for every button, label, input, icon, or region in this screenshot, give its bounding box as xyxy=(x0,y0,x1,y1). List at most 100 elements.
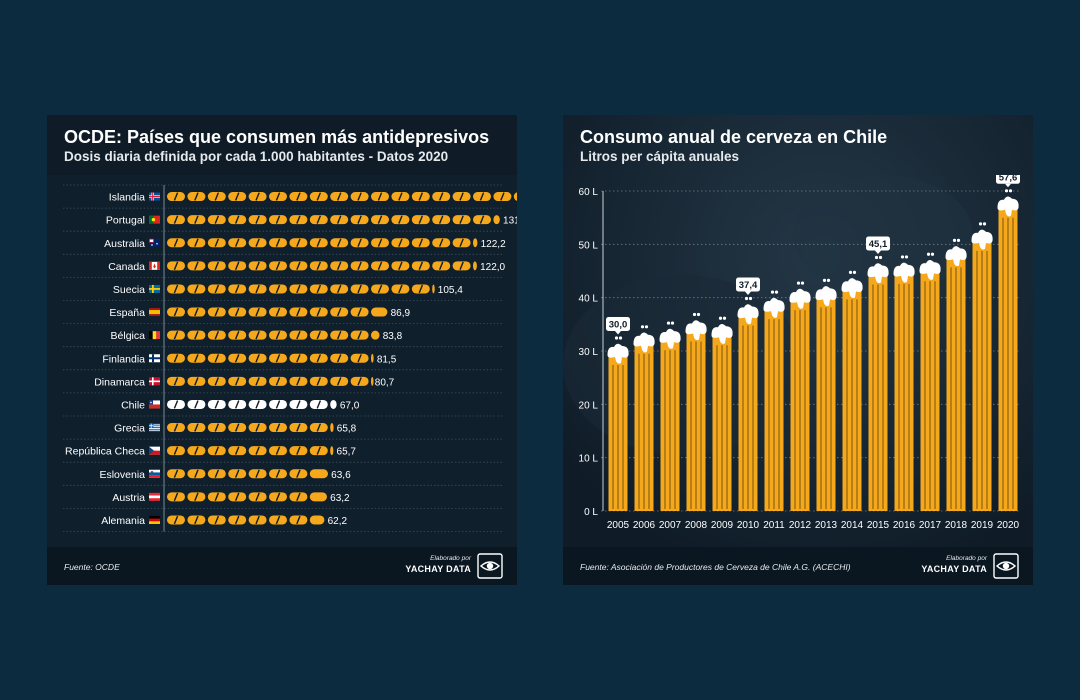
brand-name: YACHAY DATA xyxy=(405,564,471,574)
beer-bar xyxy=(607,336,629,511)
value-label: 67,0 xyxy=(340,400,360,411)
value-label: 131,0 xyxy=(503,216,517,227)
country-row: Grecia 65,8 xyxy=(114,423,357,435)
country-row: Austria 63,2 xyxy=(112,492,350,504)
antidepressant-chart-panel: OCDE: Países que consumen más antidepres… xyxy=(47,115,517,585)
callout-label: 45,1 xyxy=(869,239,888,250)
slovenia-flag-icon xyxy=(149,469,160,478)
category-label: Finlandia xyxy=(102,353,145,365)
denmark-flag-icon xyxy=(149,377,160,386)
eye-logo-icon xyxy=(993,553,1019,579)
source-note: Fuente: Asociación de Productores de Cer… xyxy=(580,562,851,572)
category-label: Portugal xyxy=(106,215,145,227)
y-tick-label: 60 L xyxy=(579,187,599,198)
value-label: 81,5 xyxy=(377,354,397,365)
value-callout: 30,0 xyxy=(606,317,630,335)
category-label: Bélgica xyxy=(111,330,146,342)
value-label: 62,2 xyxy=(328,516,348,527)
beer-bar xyxy=(789,281,811,511)
beer-bar xyxy=(737,296,759,511)
country-row: Islandia153,4 xyxy=(109,192,517,204)
greece-flag-icon xyxy=(149,423,160,432)
category-label: Chile xyxy=(121,399,145,411)
source-note: Fuente: OCDE xyxy=(64,562,120,572)
value-label: 86,9 xyxy=(391,308,411,319)
country-row: Eslovenia 63,6 xyxy=(99,469,351,481)
x-tick-label: 2010 xyxy=(737,520,760,531)
x-tick-label: 2017 xyxy=(919,520,942,531)
category-label: Suecia xyxy=(113,284,145,296)
country-row: Suecia 105,4 xyxy=(113,284,463,296)
spain-flag-icon xyxy=(149,308,160,317)
pill-bar xyxy=(167,515,325,525)
x-tick-label: 2005 xyxy=(607,520,630,531)
portugal-flag-icon xyxy=(149,215,160,224)
pill-chart: Islandia153,4 Portugal 131,0 Australia 122,2… xyxy=(63,184,517,532)
chart-subtitle: Litros per cápita anuales xyxy=(580,149,740,164)
category-label: República Checa xyxy=(65,446,145,458)
country-row: Portugal 131,0 xyxy=(106,215,517,227)
category-label: Dinamarca xyxy=(94,376,145,388)
callout-label: 30,0 xyxy=(609,320,628,331)
beer-bar xyxy=(841,270,863,511)
beer-bar xyxy=(893,255,915,511)
pill-bar xyxy=(167,284,435,294)
value-label: 63,2 xyxy=(330,493,350,504)
chile-flag-icon xyxy=(149,400,160,409)
pill-bar xyxy=(167,353,374,363)
value-callout: 57,6 xyxy=(996,175,1020,188)
brand-name: YACHAY DATA xyxy=(921,564,987,574)
y-tick-label: 40 L xyxy=(579,294,599,305)
credit-line: Elaborado por xyxy=(946,555,987,562)
panel-footer: Fuente: Asociación de Productores de Cer… xyxy=(563,547,1033,585)
beer-bar xyxy=(815,278,837,511)
finland-flag-icon xyxy=(149,354,160,363)
austria-flag-icon xyxy=(149,492,160,501)
beer-bar xyxy=(763,290,785,511)
pill-bar xyxy=(167,261,477,271)
x-tick-label: 2015 xyxy=(867,520,890,531)
sweden-flag-icon xyxy=(149,284,160,293)
y-tick-label: 30 L xyxy=(579,347,599,358)
callout-label: 57,6 xyxy=(999,175,1018,183)
country-row: Canada 122,0 xyxy=(108,261,505,273)
pill-bar xyxy=(167,238,478,248)
pill-bar xyxy=(167,376,374,386)
category-label: Canada xyxy=(108,261,145,273)
value-callout: 45,1 xyxy=(866,236,890,254)
credit-line: Elaborado por xyxy=(430,555,471,562)
value-label: 65,7 xyxy=(337,447,357,458)
eye-logo-icon xyxy=(477,553,503,579)
x-tick-label: 2008 xyxy=(685,520,708,531)
pill-bar xyxy=(167,492,327,502)
pill-bar xyxy=(167,469,328,479)
country-row: España 86,9 xyxy=(109,307,410,319)
x-tick-label: 2014 xyxy=(841,520,864,531)
beer-bar xyxy=(685,312,707,511)
x-tick-label: 2007 xyxy=(659,520,682,531)
y-tick-label: 10 L xyxy=(579,454,599,465)
beer-bar xyxy=(659,321,681,511)
country-row: Alemania 62,2 xyxy=(101,515,347,527)
iceland-flag-icon xyxy=(149,192,160,201)
x-tick-label: 2013 xyxy=(815,520,838,531)
category-label: Austria xyxy=(112,492,145,504)
beer-bar xyxy=(633,325,655,511)
beer-bar xyxy=(867,255,889,511)
country-row: Chile 67,0 xyxy=(121,399,360,411)
germany-flag-icon xyxy=(149,515,160,524)
country-row: Australia 122,2 xyxy=(104,238,506,250)
category-label: Eslovenia xyxy=(99,469,145,481)
x-tick-label: 2019 xyxy=(971,520,994,531)
value-label: 122,0 xyxy=(480,262,505,273)
y-tick-label: 20 L xyxy=(579,400,599,411)
beer-bar xyxy=(971,222,993,511)
panel-footer: Fuente: OCDE Elaborado por YACHAY DATA xyxy=(47,547,517,585)
category-label: Grecia xyxy=(114,423,145,435)
category-label: España xyxy=(109,307,145,319)
pill-bar xyxy=(167,192,517,202)
canada-flag-icon xyxy=(149,261,160,270)
beer-bar xyxy=(919,252,941,511)
x-tick-label: 2006 xyxy=(633,520,656,531)
